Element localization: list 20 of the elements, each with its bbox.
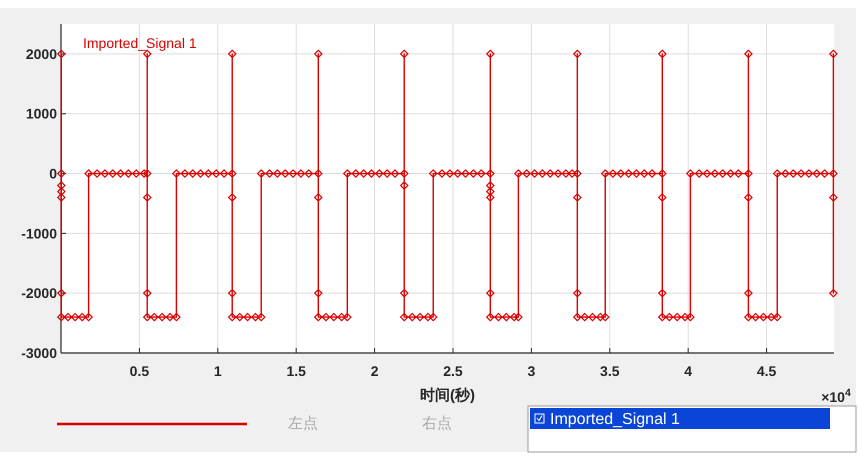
x-tick-label: 1 <box>214 363 222 379</box>
x-tick-label: 3.5 <box>600 363 620 379</box>
text: 左点 <box>288 415 318 432</box>
x-axis-title: 时间(秒) <box>420 387 475 404</box>
x-tick-label: 4.5 <box>756 363 777 379</box>
series-label: Imported_Signal 1 <box>83 35 197 51</box>
x-tick-label: 1.5 <box>286 363 306 379</box>
y-tick-label: 0 <box>49 166 58 182</box>
y-tick-label: 2000 <box>26 46 58 62</box>
x-tick-label: 4 <box>684 363 692 379</box>
y-tick-label: -1000 <box>21 225 58 242</box>
x-tick-label: 2.5 <box>443 363 463 379</box>
text: ×10$^{4}$ <box>821 387 851 405</box>
x-tick-label: 0.5 <box>130 363 150 379</box>
x-tick-label: 3 <box>527 363 536 379</box>
y-tick-label: -2000 <box>21 285 58 302</box>
text: 右点 <box>422 415 452 432</box>
x-tick-label: 2 <box>370 363 379 379</box>
y-tick-label: -3000 <box>21 345 58 361</box>
y-tick-label: 1000 <box>26 106 58 122</box>
